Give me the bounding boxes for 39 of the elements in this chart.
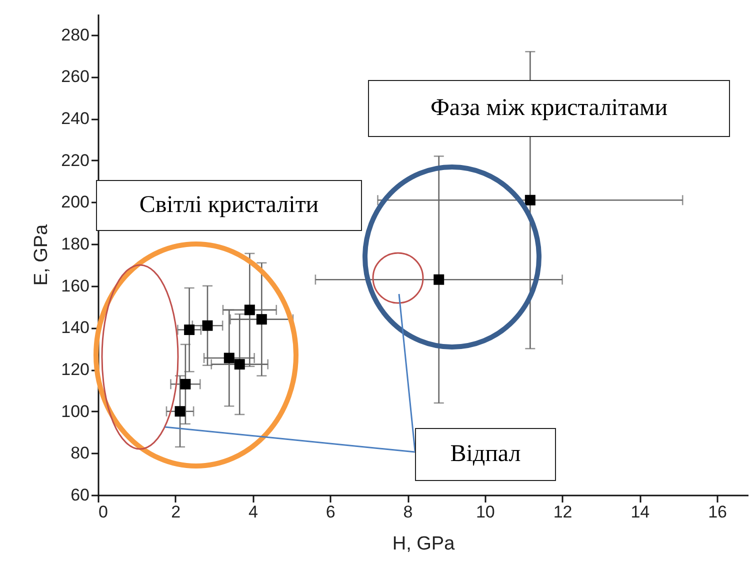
x-tick-label: 12 (553, 502, 572, 522)
x-tick-label: 16 (708, 502, 728, 522)
x-tick-label: 4 (248, 502, 258, 522)
annotation: Відпал (450, 441, 521, 468)
point (244, 304, 255, 316)
y-tick-label: 260 (61, 67, 90, 86)
annotation: Фаза між кристалітами (430, 95, 668, 122)
annotation: Світлі кристаліти (139, 192, 319, 219)
y-tick-label: 240 (61, 109, 90, 128)
y-tick-label: 160 (61, 276, 90, 296)
y-tick-label: 80 (70, 444, 90, 463)
point (524, 194, 536, 206)
point (180, 378, 191, 390)
point (202, 320, 213, 331)
x-axis-title: H, GPa (392, 534, 456, 554)
point (224, 352, 234, 364)
x-tick-label: 14 (630, 502, 650, 522)
y-tick-label: 200 (61, 192, 90, 212)
point (256, 314, 267, 325)
y-tick-label: 60 (70, 486, 90, 504)
text-callout-box: Фаза між кристалітами (368, 80, 730, 137)
x-tick-label: 6 (326, 502, 336, 522)
point (174, 406, 186, 417)
point (234, 359, 245, 370)
y-tick-label: 180 (61, 234, 90, 254)
y-tick-label: 100 (61, 402, 90, 421)
text-callout-box: Відпал (415, 428, 556, 481)
x-tick-label: 2 (171, 502, 181, 522)
x-tick-label: 10 (476, 502, 495, 522)
y-tick-label: 120 (61, 360, 90, 380)
x-tick-label: 8 (403, 502, 413, 522)
y-tick-label: 280 (61, 25, 90, 44)
text-callout-box: Світлі кристаліти (96, 180, 362, 231)
point (434, 274, 444, 285)
y-tick-label: 140 (61, 318, 90, 338)
x-tick-label: 0 (98, 502, 108, 522)
y-tick-label: 220 (61, 150, 90, 170)
point (184, 324, 195, 336)
y-axis-title: E, GPa (31, 224, 52, 286)
